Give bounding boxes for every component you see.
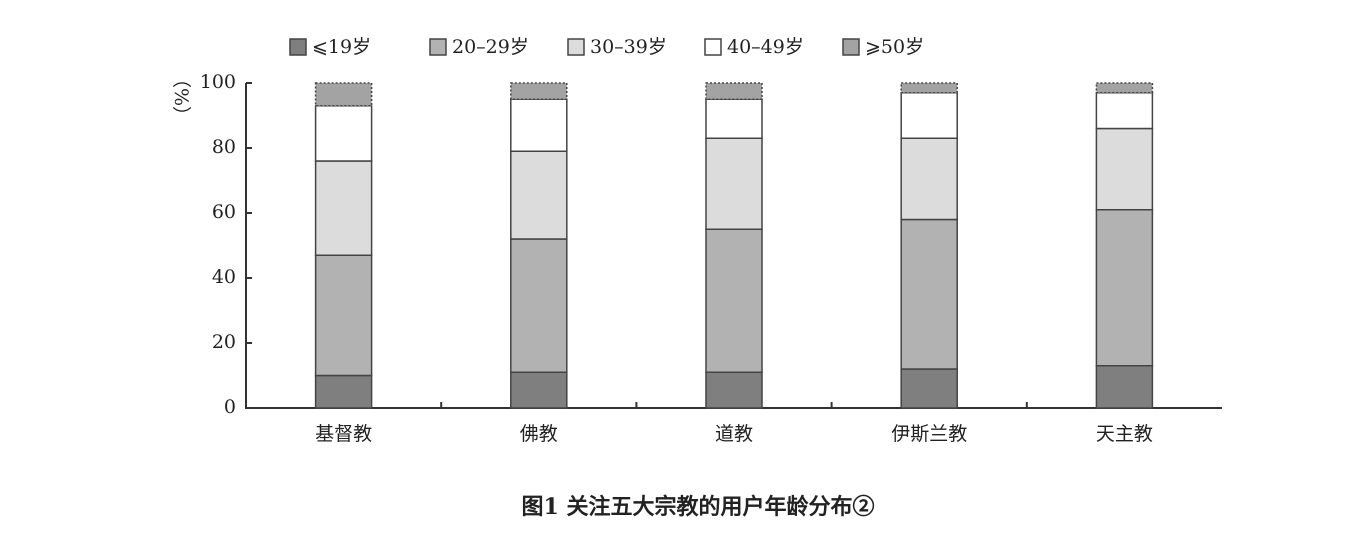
bar-segment xyxy=(705,98,763,139)
legend-label: ⩽19岁 xyxy=(312,36,371,58)
bar-segment xyxy=(705,82,763,100)
bar-segment xyxy=(1095,82,1154,94)
legend-swatch xyxy=(567,38,585,56)
y-tick-label: 40 xyxy=(212,266,236,288)
bar-segment xyxy=(900,137,958,221)
x-tick-label: 天主教 xyxy=(1096,423,1153,445)
bar-segment xyxy=(510,238,568,373)
bar-segment xyxy=(1095,127,1154,211)
legend-swatch xyxy=(429,38,447,56)
bar-segment xyxy=(705,137,763,230)
bar-segment xyxy=(510,371,568,409)
bar-segment xyxy=(510,82,568,100)
y-tick-label: 80 xyxy=(212,136,236,158)
bar-segment xyxy=(510,98,568,152)
bar-segment xyxy=(314,105,373,162)
y-tick-label: 100 xyxy=(200,71,236,93)
legend-label: 40–49岁 xyxy=(727,36,804,58)
y-tick-label: 60 xyxy=(212,201,236,223)
bar-segment xyxy=(705,371,763,409)
y-axis-label: （%） xyxy=(170,69,192,125)
y-tick-label: 20 xyxy=(212,331,236,353)
bar-segment xyxy=(1095,92,1154,130)
x-tick-label: 伊斯兰教 xyxy=(891,423,967,445)
bar-segment xyxy=(1095,209,1154,367)
legend-swatch xyxy=(842,38,860,56)
legend-swatch xyxy=(704,38,722,56)
legend-label: ⩾50岁 xyxy=(865,36,924,58)
bar-segment xyxy=(314,82,373,107)
y-tick-label: 0 xyxy=(224,396,236,418)
legend-swatch xyxy=(289,38,307,56)
bar-segment xyxy=(900,368,958,409)
bar-segment xyxy=(705,228,763,373)
bar-segment xyxy=(900,82,958,94)
bar-segment xyxy=(314,374,373,409)
x-tick-label: 基督教 xyxy=(315,423,372,445)
legend-label: 30–39岁 xyxy=(590,36,667,58)
bar-segment xyxy=(900,218,958,370)
chart-title: 图1 关注五大宗教的用户年龄分布② xyxy=(522,494,875,520)
bar-segment xyxy=(314,160,373,256)
bar-segment xyxy=(1095,365,1154,409)
bar-segment xyxy=(900,92,958,139)
legend-label: 20–29岁 xyxy=(452,36,529,58)
x-tick-label: 佛教 xyxy=(520,423,558,445)
x-tick-label: 道教 xyxy=(715,423,753,445)
bar-segment xyxy=(510,150,568,240)
bar-segment xyxy=(314,254,373,377)
